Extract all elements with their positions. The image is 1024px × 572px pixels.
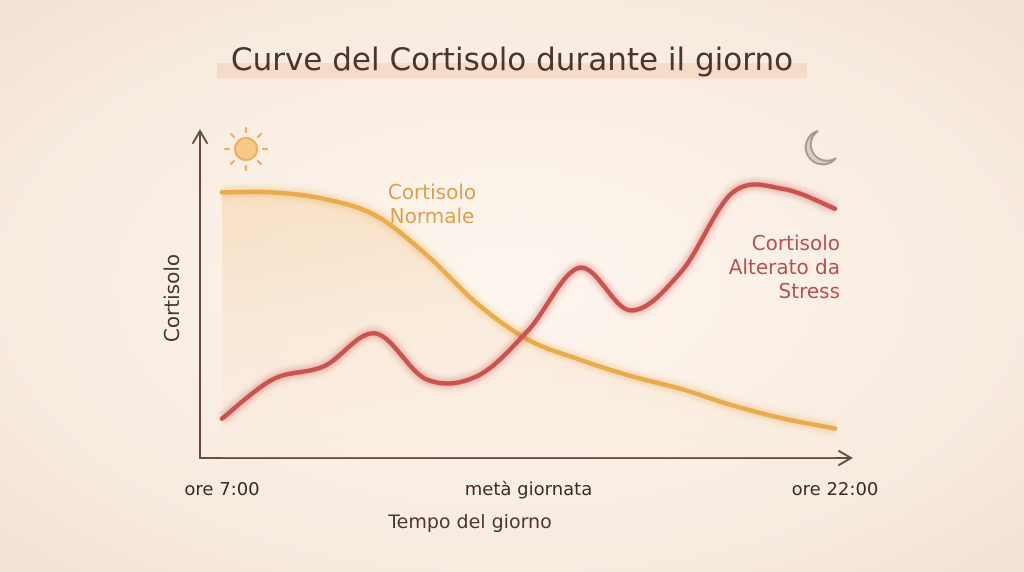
chart-title: Curve del Cortisolo durante il giorno xyxy=(216,40,808,82)
line xyxy=(219,189,838,431)
legend-label: Cortisolo Normale xyxy=(387,180,477,228)
x-tick-label: ore 7:00 xyxy=(184,479,260,500)
y-axis-label: Cortisolo xyxy=(160,253,184,343)
legend-label: Cortisolo Alterato da Stress xyxy=(728,231,840,303)
line xyxy=(219,182,838,421)
x-tick-label: metà giornata xyxy=(464,479,593,500)
icons xyxy=(223,126,837,172)
sun-icon xyxy=(223,126,269,172)
x-axis-arrow xyxy=(838,450,853,466)
x-axis-label: Tempo del giorno xyxy=(388,511,552,533)
moon-icon xyxy=(804,130,837,166)
x-tick-label: ore 22:00 xyxy=(791,479,879,500)
chart-title-wrap: Curve del Cortisolo durante il giorno xyxy=(0,40,1024,82)
y-axis-arrow xyxy=(192,129,208,144)
